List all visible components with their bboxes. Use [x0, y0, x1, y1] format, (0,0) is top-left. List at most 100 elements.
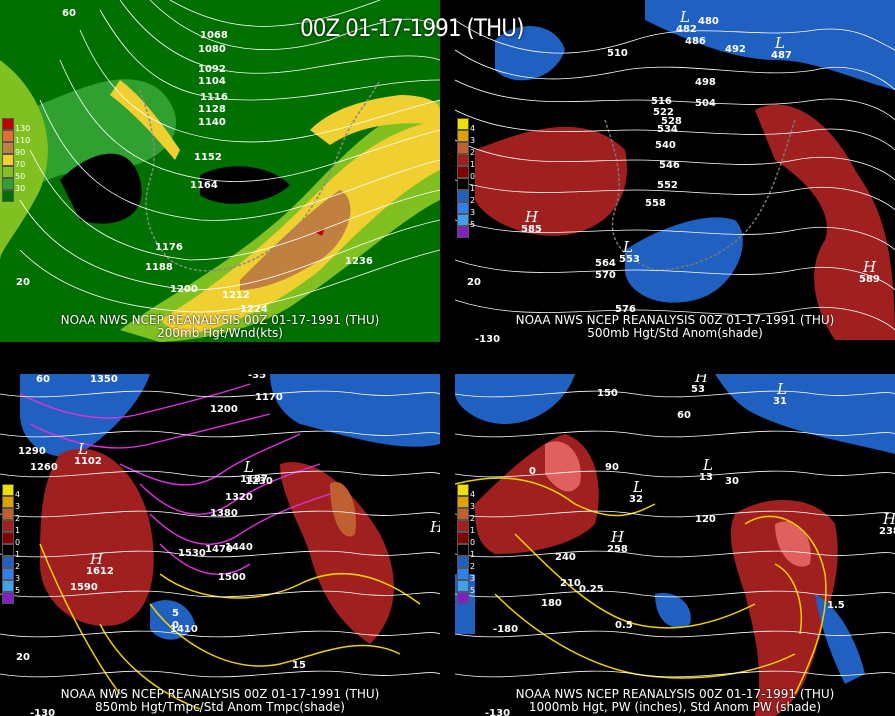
- panel-850mb-caption-line2: 850mb Hgt/Tmpc/Std Anom Tmpc(shade): [95, 700, 345, 714]
- contour-label: 1080: [198, 44, 226, 55]
- legend-label: 2: [15, 514, 21, 523]
- legend-label: 1: [15, 526, 21, 535]
- contour-label: 1612: [86, 566, 114, 577]
- contour-label: 60: [36, 374, 50, 385]
- contour-label: 498: [695, 77, 716, 88]
- contour-label: 150: [597, 388, 618, 399]
- legend-label: 4: [470, 124, 476, 133]
- legend-label: 90: [15, 148, 26, 157]
- pressure-center: L: [622, 238, 633, 256]
- legend-swatch: [457, 166, 469, 178]
- legend-swatch: [457, 214, 469, 226]
- contour-label: 570: [595, 270, 616, 281]
- legend-swatch: [2, 154, 14, 166]
- legend-swatch: [457, 520, 469, 532]
- contour-label: -130: [485, 708, 510, 716]
- legend-label: 1: [470, 550, 476, 559]
- map-500mb: 4804864924985045105165225285345405465525…: [455, 0, 895, 342]
- panel-200mb-caption-line2: 200mb Hgt/Wnd(kts): [157, 326, 283, 340]
- contour-label: 20: [467, 277, 481, 288]
- legend-swatch: [457, 580, 469, 592]
- contour-label: 1224: [240, 304, 268, 315]
- contour-label: 1104: [198, 76, 226, 87]
- legend-label: 0: [470, 172, 476, 181]
- contour-label: 1102: [74, 456, 102, 467]
- legend-swatch: [457, 178, 469, 190]
- legend-label: 3: [470, 574, 476, 583]
- legend-label: 3: [470, 502, 476, 511]
- legend-swatch: [2, 190, 14, 202]
- contour-label: 20: [16, 652, 30, 663]
- legend-label: 3: [15, 574, 21, 583]
- legend-swatch: [2, 592, 14, 604]
- contour-label: 540: [655, 140, 676, 151]
- panel-1000mb-caption-line2: 1000mb Hgt, PW (inches), Std Anom PW (sh…: [528, 700, 822, 714]
- contour-label: 1164: [190, 180, 218, 191]
- legend-swatch: [457, 226, 469, 238]
- legend-label: 3: [15, 502, 21, 511]
- pressure-center: L: [702, 456, 713, 474]
- contour-label: 487: [771, 50, 792, 61]
- legend-swatch: [2, 484, 14, 496]
- contour-label: 180: [541, 598, 562, 609]
- legend-label: 2: [470, 514, 476, 523]
- contour-label: 589: [859, 274, 880, 285]
- legend-label: 4: [15, 490, 21, 499]
- contour-label: 0: [172, 620, 179, 631]
- contour-label: 553: [619, 254, 640, 265]
- contour-label: 20: [16, 277, 30, 288]
- legend-1000mb: 4 3 2 1 0 1 2 3 5: [457, 484, 479, 604]
- panel-200mb-wind: 1068 1080 1092 1104 1116 1128 1140 1152 1164 1176…: [0, 0, 440, 342]
- contour-label: 546: [659, 160, 680, 171]
- legend-label: 70: [15, 160, 26, 169]
- contour-label: 258: [607, 544, 628, 555]
- contour-label: 0: [529, 466, 536, 477]
- legend-label: 110: [15, 136, 31, 145]
- legend-swatch: [457, 556, 469, 568]
- legend-label: 1: [15, 550, 21, 559]
- legend-label: 2: [470, 562, 476, 571]
- panel-500mb-anom: 480 486 492 498 504 510 516 522 528 534 540 546 552 5…: [455, 0, 895, 342]
- pressure-center: L: [77, 440, 88, 458]
- legend-swatch: [2, 508, 14, 520]
- contour-label: 1092: [198, 64, 226, 75]
- contour-label: 558: [645, 198, 666, 209]
- contour-label: 240: [555, 552, 576, 563]
- contour-label: 534: [657, 124, 678, 135]
- legend-swatch: [2, 496, 14, 508]
- contour-label: 1170: [255, 392, 283, 403]
- contour-label: 1380: [210, 508, 238, 519]
- panel-850mb-caption-line1: NOAA NWS NCEP REANALYSIS 00Z 01-17-1991 …: [60, 687, 380, 701]
- pressure-center: L: [776, 380, 787, 398]
- contour-label: 1530: [178, 548, 206, 559]
- contour-label: 15: [292, 660, 306, 671]
- pressure-center: L: [774, 34, 785, 52]
- legend-label: 5: [15, 586, 21, 595]
- legend-label: 5: [470, 220, 476, 229]
- contour-label: 1260: [30, 462, 58, 473]
- legend-label: 50: [15, 172, 26, 181]
- legend-swatch: [2, 166, 14, 178]
- legend-label: 5: [470, 586, 476, 595]
- legend-label: 0: [470, 538, 476, 547]
- legend-label: 2: [470, 148, 476, 157]
- contour-label: 585: [521, 224, 542, 235]
- panel-850mb-temp: 1350 1170 1200 1230 1260 1290 1320 1380 1410 1440…: [0, 374, 440, 716]
- legend-850mb: 4 3 2 1 0 1 2 3 5: [2, 484, 24, 604]
- contour-label: 1200: [170, 284, 198, 295]
- pressure-center: H: [524, 208, 539, 226]
- legend-swatch: [457, 484, 469, 496]
- legend-label: 1: [470, 526, 476, 535]
- contour-label: 564: [595, 258, 616, 269]
- legend-swatch: [457, 592, 469, 604]
- legend-label: 30: [15, 184, 26, 193]
- legend-swatch: [2, 118, 14, 130]
- legend-label: 4: [470, 490, 476, 499]
- contour-label: 13: [699, 472, 713, 483]
- pressure-center: L: [679, 8, 690, 26]
- legend-swatch: [457, 190, 469, 202]
- contour-label: 1320: [225, 492, 253, 503]
- legend-label: 1: [470, 184, 476, 193]
- legend-swatch: [457, 154, 469, 166]
